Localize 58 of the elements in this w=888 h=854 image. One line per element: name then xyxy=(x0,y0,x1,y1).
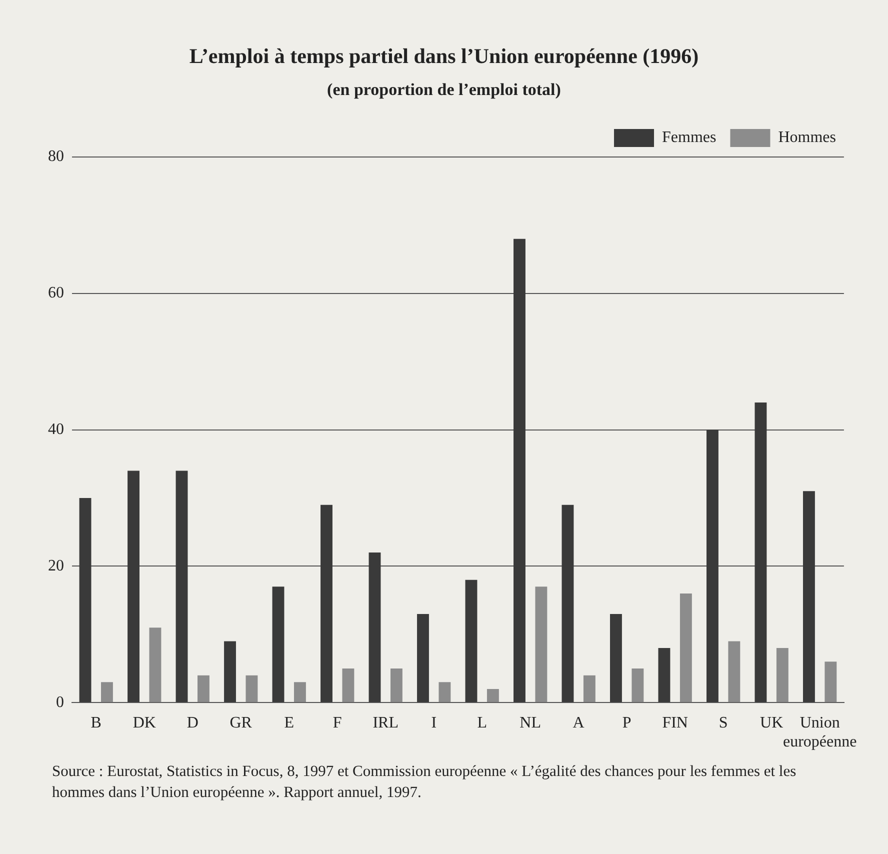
legend-label: Hommes xyxy=(778,129,836,146)
bar xyxy=(465,580,478,702)
bar xyxy=(294,682,306,702)
bar xyxy=(417,614,429,702)
source-note: Source : Eurostat, Statistics in Focus, 8, 1997 et Commission européenne « L’égalité des chances pour les femmes et les hommes dans l’Union européenne ». Rapport annuel, 1997. xyxy=(52,762,798,803)
x-tick-label: NL xyxy=(520,714,542,732)
x-tick-label: D xyxy=(186,714,198,732)
bar xyxy=(79,498,92,702)
bar xyxy=(486,688,499,702)
bar xyxy=(632,668,644,702)
bar xyxy=(706,430,718,702)
bar xyxy=(438,682,451,702)
bar xyxy=(342,668,354,702)
bar xyxy=(176,470,188,702)
bar xyxy=(754,402,767,702)
x-tick-label: L xyxy=(477,714,487,732)
y-tick-label: 0 xyxy=(56,694,64,711)
x-tick-label: E xyxy=(284,714,294,732)
x-tick-label: I xyxy=(431,714,437,732)
x-tick-label: Union européenne xyxy=(782,714,857,751)
chart-subtitle: (en proportion de l’emploi total) xyxy=(326,80,562,100)
bar xyxy=(320,504,332,702)
bar xyxy=(776,648,788,702)
y-tick-label: 60 xyxy=(48,284,64,302)
y-tick-label: 20 xyxy=(48,557,64,574)
bar xyxy=(224,641,236,702)
bar xyxy=(128,470,140,702)
bar xyxy=(658,648,670,702)
bar xyxy=(149,628,162,702)
x-tick-label: F xyxy=(332,714,342,732)
bar xyxy=(101,682,113,702)
bar xyxy=(610,614,622,702)
legend-label: Femmes xyxy=(662,129,716,146)
bar xyxy=(802,491,815,702)
x-tick-label: GR xyxy=(230,714,252,732)
bar xyxy=(728,641,740,702)
x-tick-label: IRL xyxy=(372,714,398,732)
x-tick-label: P xyxy=(622,714,632,732)
x-tick-label: DK xyxy=(132,714,156,732)
x-tick-label: UK xyxy=(760,714,784,732)
x-tick-label: B xyxy=(90,714,102,732)
bar xyxy=(246,675,258,702)
y-tick-label: 40 xyxy=(48,421,64,438)
bar xyxy=(583,675,596,702)
bar xyxy=(198,675,210,702)
bar xyxy=(562,504,574,702)
bar xyxy=(824,662,837,702)
bar xyxy=(680,593,692,702)
x-tick-label: A xyxy=(572,714,585,732)
bar xyxy=(272,586,284,702)
bar xyxy=(368,552,381,702)
chart-title: L’emploi à temps partiel dans l’Union européenne (1996) xyxy=(188,44,700,69)
bar xyxy=(514,238,526,702)
y-tick-label: 80 xyxy=(48,148,64,166)
x-tick-label: FIN xyxy=(662,714,688,732)
x-tick-label: S xyxy=(718,714,728,732)
bar xyxy=(535,586,548,702)
bar xyxy=(390,668,402,702)
